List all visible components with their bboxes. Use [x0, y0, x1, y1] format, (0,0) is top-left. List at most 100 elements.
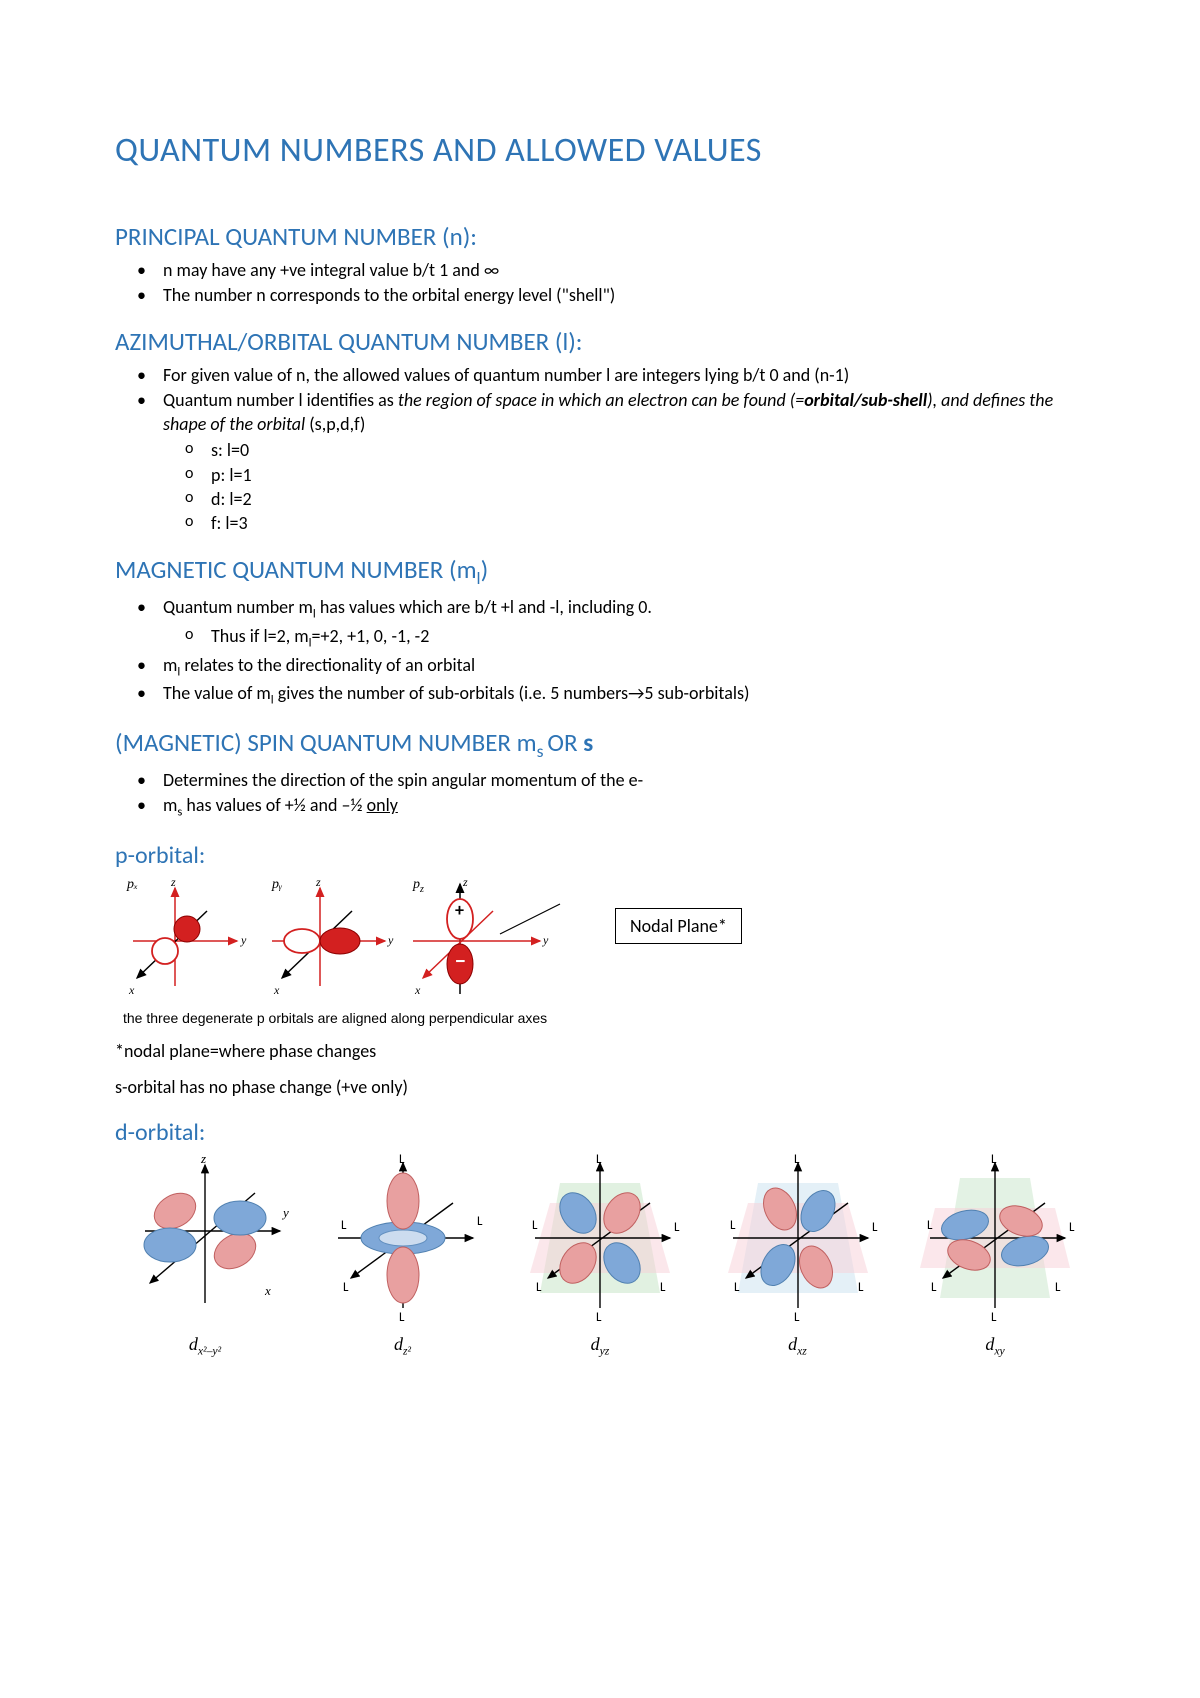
- p-orbital-diagram: pₓ z y x pᵧ z y x + − pz z y x Nodal Pla…: [115, 876, 1085, 1006]
- list-azimuthal: For given value of n, the allowed values…: [115, 363, 1085, 536]
- svg-text:L: L: [858, 1280, 864, 1295]
- svg-text:L: L: [730, 1218, 736, 1233]
- svg-text:pz: pz: [412, 877, 424, 895]
- text: ): [481, 554, 489, 585]
- dyz-icon: L L L L L L: [510, 1153, 690, 1323]
- text: Thus if l=2, m: [211, 625, 309, 647]
- dz2-icon: L L L L L: [313, 1153, 493, 1323]
- svg-text:z: z: [315, 876, 321, 889]
- svg-text:z: z: [170, 876, 176, 889]
- text: Quantum number l identifies as: [163, 389, 398, 411]
- svg-text:−: −: [455, 947, 466, 974]
- svg-text:x: x: [273, 983, 280, 997]
- list-item: p: l=1: [211, 463, 1085, 487]
- text: relates to the directionality of an orbi…: [180, 654, 475, 676]
- list-item: Quantum number ml has values which are b…: [163, 595, 1085, 652]
- svg-text:z: z: [462, 876, 468, 889]
- list-item: d: l=2: [211, 487, 1085, 511]
- text: the region of space in which an electron…: [398, 389, 804, 411]
- px-orbital-icon: pₓ z y x: [115, 876, 250, 1006]
- p-orbital-caption: the three degenerate p orbitals are alig…: [123, 1010, 1085, 1026]
- svg-text:pᵧ: pᵧ: [271, 877, 283, 892]
- svg-text:L: L: [399, 1153, 405, 1167]
- d-orbital-z2: L L L L L dz²: [313, 1153, 493, 1358]
- text: d: [985, 1334, 994, 1354]
- d-orbital-xy: L L L L L L dxy: [905, 1153, 1085, 1358]
- list-item: f: l=3: [211, 511, 1085, 535]
- svg-text:x: x: [414, 983, 421, 997]
- text: (s,p,d,f): [305, 413, 365, 435]
- svg-text:L: L: [660, 1280, 666, 1295]
- text: has values of +½ and –½: [182, 794, 366, 816]
- svg-text:L: L: [674, 1220, 680, 1235]
- svg-text:L: L: [399, 1310, 405, 1323]
- text: has values which are b/t +l and -l, incl…: [316, 596, 652, 618]
- list-item: ms has values of +½ and –½ only: [163, 793, 1085, 821]
- list-spin: Determines the direction of the spin ang…: [115, 768, 1085, 821]
- heading-azimuthal: AZIMUTHAL/ORBITAL QUANTUM NUMBER (l):: [115, 326, 1085, 357]
- s-orbital-note: s-orbital has no phase change (+ve only): [115, 1076, 1085, 1098]
- svg-text:L: L: [931, 1280, 937, 1295]
- svg-text:L: L: [991, 1153, 997, 1167]
- heading-p-orbital: p-orbital:: [115, 841, 1085, 870]
- list-item: The number n corresponds to the orbital …: [163, 283, 1085, 307]
- list-item: Thus if l=2, ml=+2, +1, 0, -1, -2: [211, 624, 1085, 652]
- heading-principal: PRINCIPAL QUANTUM NUMBER (n):: [115, 221, 1085, 252]
- text: xy: [994, 1345, 1004, 1358]
- d-orbital-yz: L L L L L L dyz: [510, 1153, 690, 1358]
- svg-text:L: L: [872, 1220, 878, 1235]
- list-item: ml relates to the directionality of an o…: [163, 653, 1085, 681]
- svg-text:y: y: [281, 1205, 289, 1220]
- svg-text:x: x: [128, 983, 135, 997]
- d-orbital-xz: L L L L L L dxz: [708, 1153, 888, 1358]
- svg-text:y: y: [542, 933, 549, 947]
- text: d: [189, 1334, 198, 1354]
- svg-text:L: L: [794, 1310, 800, 1323]
- list-item: The value of ml gives the number of sub-…: [163, 681, 1085, 709]
- text: xz: [797, 1345, 807, 1358]
- svg-text:L: L: [794, 1153, 800, 1167]
- svg-text:L: L: [734, 1280, 740, 1295]
- text: MAGNETIC QUANTUM NUMBER (m: [115, 554, 477, 585]
- text: d: [788, 1334, 797, 1354]
- svg-text:L: L: [1069, 1220, 1075, 1235]
- svg-text:y: y: [240, 933, 247, 947]
- list-item: n may have any +ve integral value b/t 1 …: [163, 258, 1085, 282]
- svg-text:+: +: [455, 899, 464, 921]
- text: The value of m: [163, 682, 271, 704]
- text: s: [583, 727, 593, 758]
- list-item: Quantum number l identifies as the regio…: [163, 388, 1085, 536]
- svg-text:L: L: [341, 1218, 347, 1233]
- svg-text:L: L: [927, 1218, 933, 1233]
- svg-text:L: L: [477, 1214, 483, 1229]
- svg-text:y: y: [387, 933, 394, 947]
- text: x²–y²: [198, 1345, 221, 1358]
- svg-text:L: L: [596, 1153, 602, 1167]
- text: yz: [600, 1345, 610, 1358]
- text: only: [367, 794, 398, 816]
- dx2y2-icon: z y x: [115, 1153, 295, 1323]
- heading-spin: (MAGNETIC) SPIN QUANTUM NUMBER ms OR s: [115, 727, 1085, 762]
- svg-text:L: L: [532, 1218, 538, 1233]
- list-magnetic: Quantum number ml has values which are b…: [115, 595, 1085, 709]
- nodal-plane-label: Nodal Plane*: [615, 908, 742, 944]
- d-orbital-diagram: z y x dx²–y² L L L L L dz²: [115, 1153, 1085, 1358]
- text: s: [537, 740, 548, 762]
- svg-text:pₓ: pₓ: [126, 877, 138, 892]
- sublist: s: l=0 p: l=1 d: l=2 f: l=3: [163, 438, 1085, 535]
- text: gives the number of sub-orbitals (i.e. 5…: [274, 682, 750, 704]
- list-item: Determines the direction of the spin ang…: [163, 768, 1085, 792]
- text: z²: [403, 1345, 411, 1358]
- text: (MAGNETIC) SPIN QUANTUM NUMBER m: [115, 727, 537, 758]
- text: d: [591, 1334, 600, 1354]
- text: d: [394, 1334, 403, 1354]
- svg-text:z: z: [200, 1153, 206, 1166]
- dxz-icon: L L L L L L: [708, 1153, 888, 1323]
- list-item: For given value of n, the allowed values…: [163, 363, 1085, 387]
- svg-text:L: L: [536, 1280, 542, 1295]
- heading-d-orbital: d-orbital:: [115, 1118, 1085, 1147]
- text: orbital/sub-shell: [804, 389, 927, 411]
- list-principal: n may have any +ve integral value b/t 1 …: [115, 258, 1085, 308]
- py-orbital-icon: pᵧ z y x: [260, 876, 395, 1006]
- list-item: s: l=0: [211, 438, 1085, 462]
